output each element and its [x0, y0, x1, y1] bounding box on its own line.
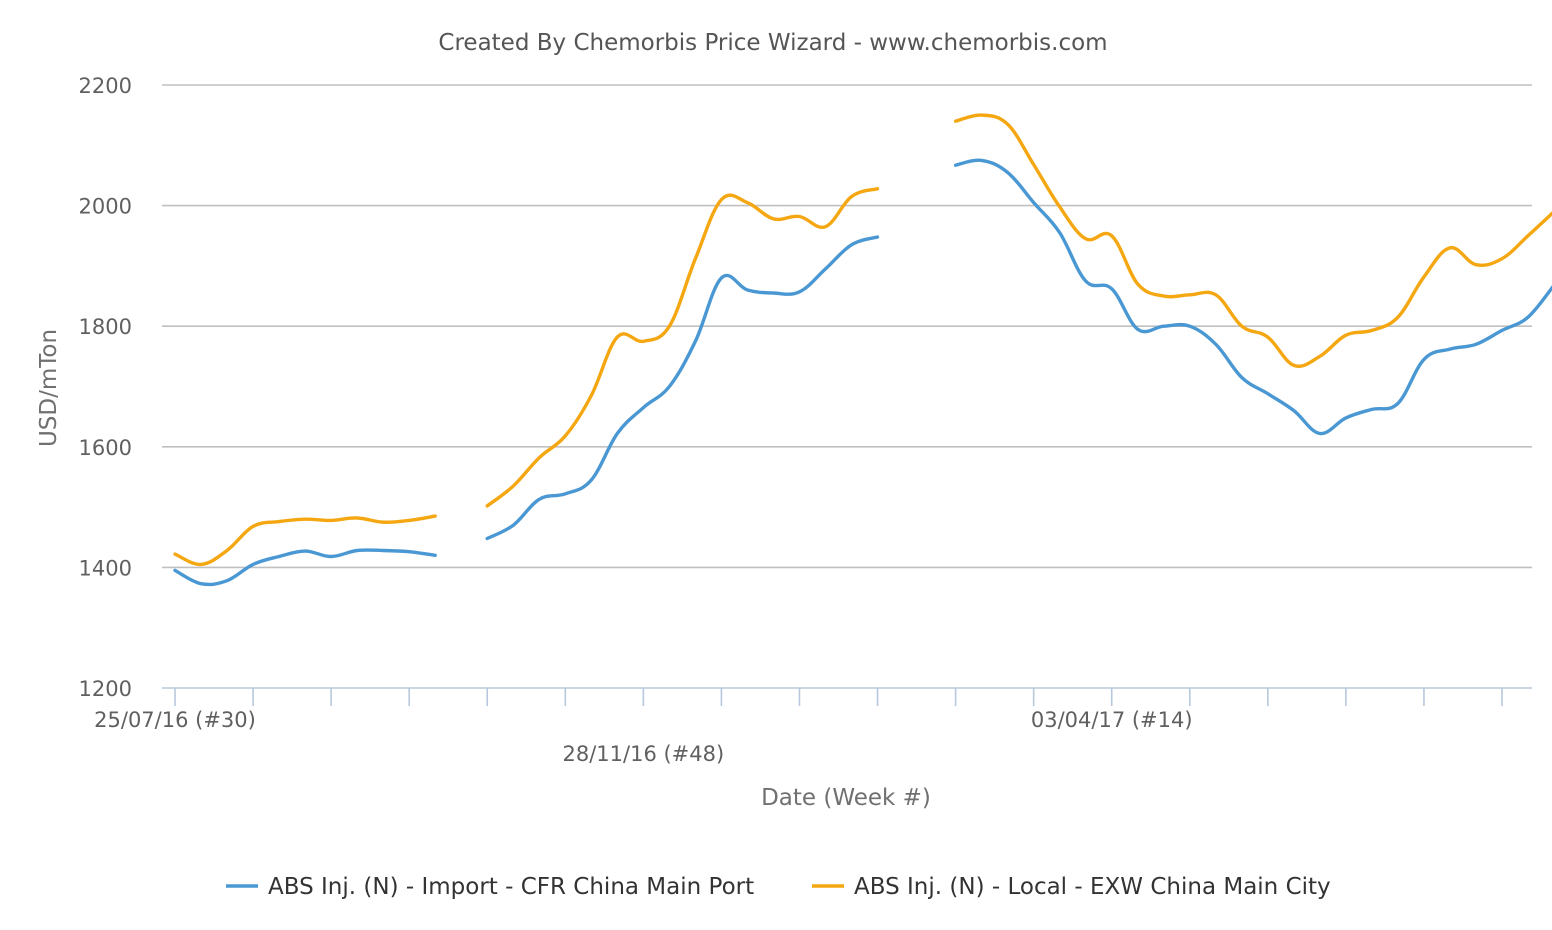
- x-tick-label: 25/07/16 (#30): [94, 708, 256, 732]
- y-tick-label: 2200: [79, 74, 132, 98]
- series-line-segment: [953, 158, 1552, 436]
- legend-label: ABS Inj. (N) - Import - CFR China Main P…: [268, 874, 754, 900]
- legend-label: ABS Inj. (N) - Local - EXW China Main Ci…: [854, 874, 1331, 900]
- y-tick-label: 2000: [79, 195, 132, 219]
- legend-item[interactable]: ABS Inj. (N) - Local - EXW China Main Ci…: [812, 874, 1331, 900]
- y-tick-label: 1400: [79, 556, 132, 580]
- x-axis-title: Date (Week #): [761, 785, 931, 811]
- series-line-segment: [953, 113, 1552, 368]
- series-line-segment: [173, 514, 437, 567]
- series-line-segment: [485, 235, 880, 541]
- x-tick-label: 28/11/16 (#48): [563, 742, 725, 766]
- legend: ABS Inj. (N) - Import - CFR China Main P…: [226, 874, 1331, 900]
- y-axis-tick-labels: 1200 1400 1600 1800 2000 2200: [79, 74, 132, 701]
- grid-lines: [162, 84, 1532, 569]
- series-lines: [173, 113, 1552, 587]
- series-2: [173, 113, 1552, 567]
- x-tick-label: 03/04/17 (#14): [1031, 708, 1193, 732]
- y-tick-label: 1800: [79, 315, 132, 339]
- series-1: [173, 158, 1552, 587]
- y-tick-label: 1600: [79, 436, 132, 460]
- series-line-segment: [173, 548, 437, 587]
- series-line-segment: [485, 187, 880, 508]
- x-axis-tick-labels: 25/07/16 (#30) 28/11/16 (#48) 03/04/17 (#1…: [94, 708, 1192, 766]
- legend-item[interactable]: ABS Inj. (N) - Import - CFR China Main P…: [226, 874, 754, 900]
- chart-title: Created By Chemorbis Price Wizard - www.…: [438, 30, 1107, 56]
- x-axis: [162, 687, 1532, 706]
- y-axis-title: USD/mTon: [36, 329, 62, 447]
- y-tick-label: 1200: [79, 677, 132, 701]
